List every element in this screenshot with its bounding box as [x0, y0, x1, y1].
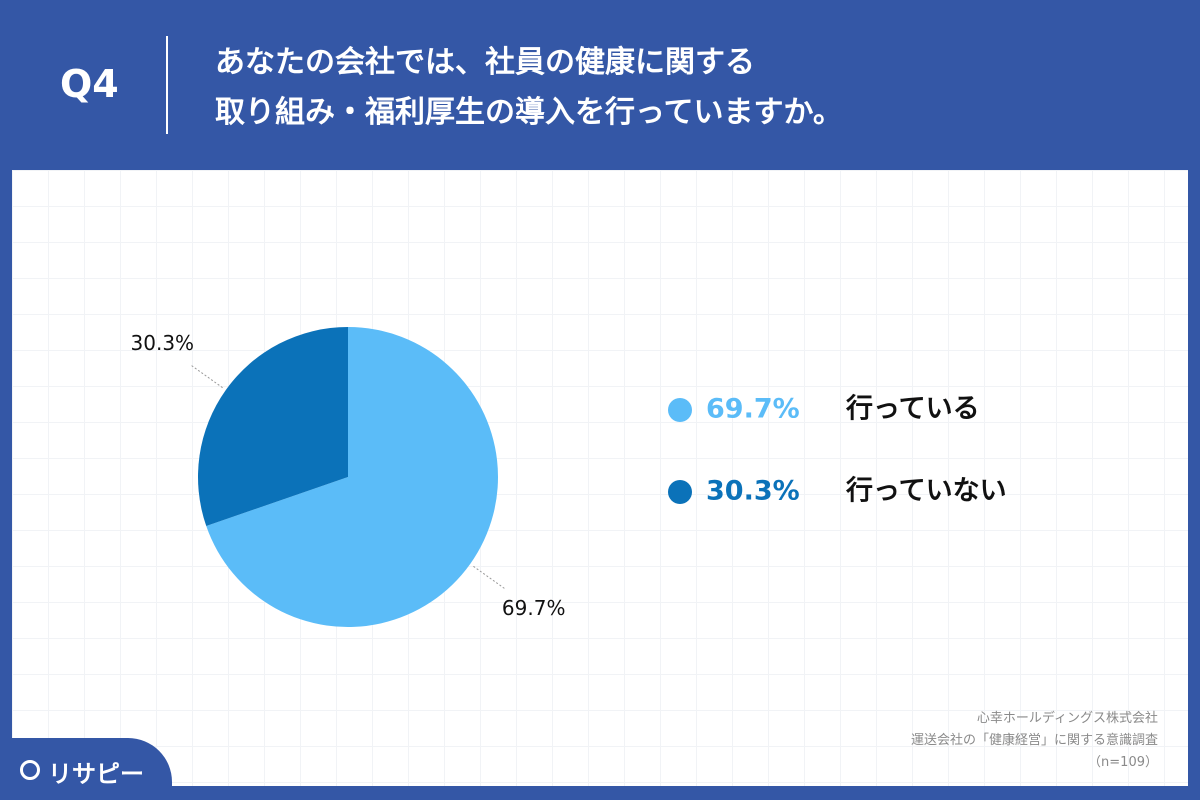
source-line: （n=109）	[1088, 755, 1158, 770]
question-label: Q4	[60, 62, 119, 106]
divider	[166, 36, 168, 134]
title-line: 取り組み・福利厚生の導入を行っていますか。	[215, 95, 843, 130]
legend-value: 30.3%	[706, 476, 800, 507]
title-line: あなたの会社では、社員の健康に関する	[215, 45, 755, 80]
legend-marker	[668, 398, 692, 422]
data-label: 69.7%	[502, 596, 566, 620]
logo-text: リサピー	[48, 760, 144, 788]
pie-slice	[197, 327, 348, 527]
logo-icon	[20, 760, 40, 780]
legend-marker	[668, 480, 692, 504]
source-line: 心幸ホールディングス株式会社	[976, 711, 1158, 726]
legend-value: 69.7%	[706, 394, 800, 425]
leader-line	[189, 364, 223, 389]
leader-line	[473, 565, 507, 590]
legend-label: 行っていない	[845, 475, 1007, 507]
logo: リサピー	[0, 738, 172, 800]
data-label: 30.3%	[131, 331, 195, 355]
legend-label: 行っている	[845, 393, 980, 425]
pie-slice	[206, 327, 498, 628]
question-title: あなたの会社では、社員の健康に関する 取り組み・福利厚生の導入を行っていますか。	[215, 38, 843, 138]
source: 心幸ホールディングス株式会社 運送会社の「健康経営」に関する意識調査 （n=10…	[911, 708, 1158, 774]
source-line: 運送会社の「健康経営」に関する意識調査	[910, 733, 1158, 748]
